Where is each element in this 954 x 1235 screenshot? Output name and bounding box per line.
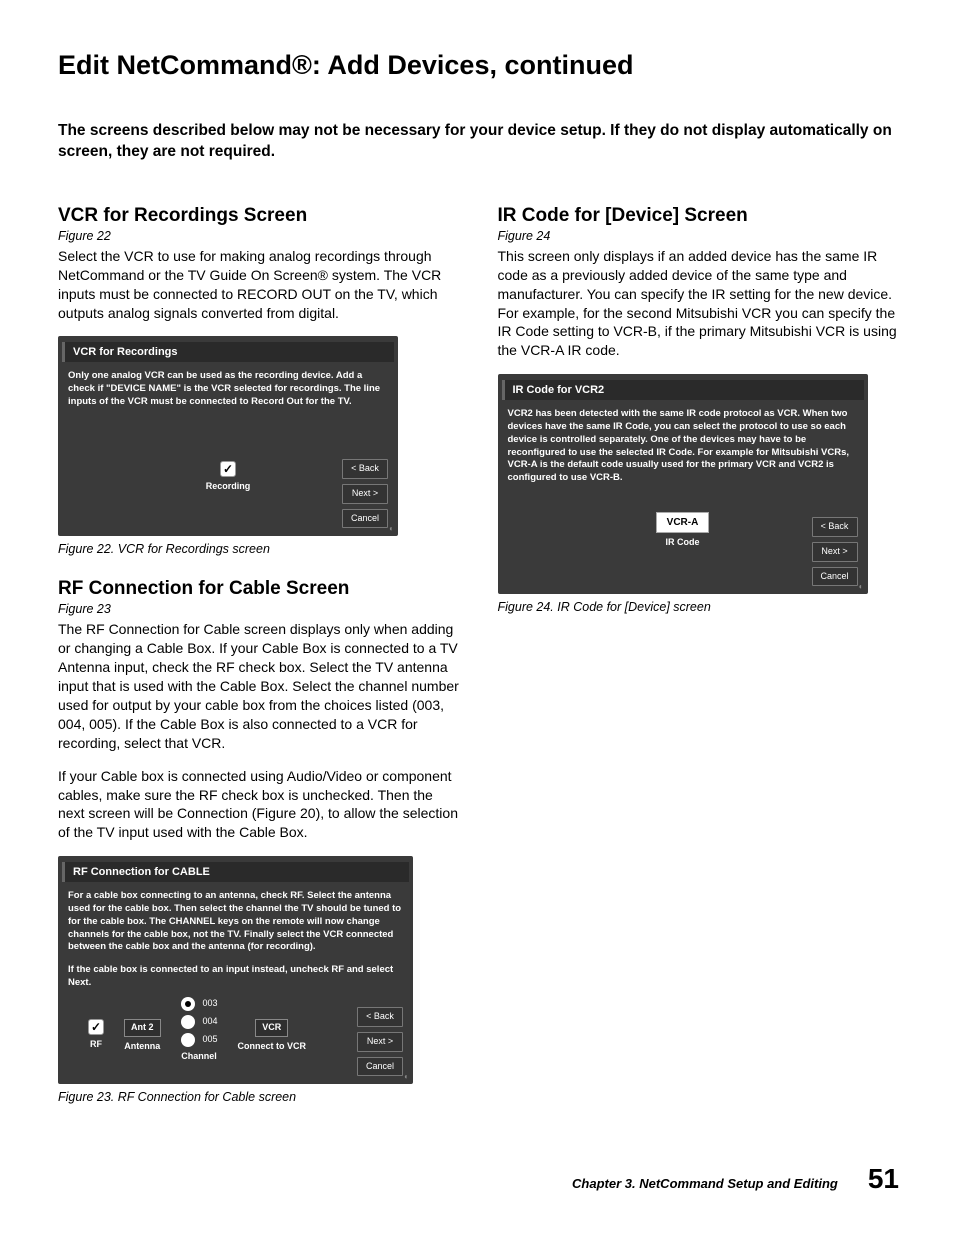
section-body-ircode: This screen only displays if an added de… [498, 247, 900, 360]
figure-ref-22: Figure 22 [58, 229, 460, 243]
page-footer: Chapter 3. NetCommand Setup and Editing … [58, 1163, 899, 1195]
figure-caption-23: Figure 23. RF Connection for Cable scree… [58, 1090, 460, 1104]
corner-icon: ◐ [859, 582, 864, 592]
shot-titlebar: RF Connection for CABLE [62, 862, 409, 882]
footer-chapter: Chapter 3. NetCommand Setup and Editing [572, 1176, 838, 1191]
channel-005: 005 [203, 1034, 218, 1046]
back-button[interactable]: < Back [812, 517, 858, 537]
figure-ref-23: Figure 23 [58, 602, 460, 616]
shot-description: VCR2 has been detected with the same IR … [508, 408, 858, 485]
section-heading-rf: RF Connection for Cable Screen [58, 578, 460, 600]
rf-label: RF [88, 1039, 104, 1051]
left-column: VCR for Recordings Screen Figure 22 Sele… [58, 205, 460, 1126]
corner-icon: ◐ [404, 1072, 409, 1082]
screenshot-rf-connection: RF Connection for CABLE For a cable box … [58, 856, 413, 1084]
channel-003: 003 [203, 998, 218, 1010]
shot-titlebar: IR Code for VCR2 [502, 380, 864, 400]
shot-titlebar: VCR for Recordings [62, 342, 394, 362]
channel-radio-003[interactable] [181, 997, 195, 1011]
channel-004: 004 [203, 1016, 218, 1028]
antenna-label: Antenna [124, 1041, 161, 1053]
corner-icon: ◐ [389, 524, 394, 534]
shot-description-extra: If the cable box is connected to an inpu… [68, 964, 403, 989]
channel-radio-004[interactable] [181, 1015, 195, 1029]
antenna-select[interactable]: Ant 2 [124, 1019, 161, 1037]
next-button[interactable]: Next > [342, 484, 388, 504]
rf-checkbox[interactable]: ✓ [88, 1019, 104, 1035]
next-button[interactable]: Next > [812, 542, 858, 562]
back-button[interactable]: < Back [357, 1007, 403, 1027]
section-heading-vcr: VCR for Recordings Screen [58, 205, 460, 227]
intro-text: The screens described below may not be n… [58, 121, 899, 163]
figure-caption-24: Figure 24. IR Code for [Device] screen [498, 600, 900, 614]
back-button[interactable]: < Back [342, 459, 388, 479]
ircode-select[interactable]: VCR-A [656, 512, 710, 533]
section-heading-ircode: IR Code for [Device] Screen [498, 205, 900, 227]
footer-page-number: 51 [868, 1163, 899, 1195]
section-body-vcr: Select the VCR to use for making analog … [58, 247, 460, 323]
screenshot-vcr-recordings: VCR for Recordings Only one analog VCR c… [58, 336, 398, 536]
content-columns: VCR for Recordings Screen Figure 22 Sele… [58, 205, 899, 1126]
figure-ref-24: Figure 24 [498, 229, 900, 243]
section-body-rf-1: The RF Connection for Cable screen displ… [58, 620, 460, 752]
channel-radio-005[interactable] [181, 1033, 195, 1047]
shot-description: Only one analog VCR can be used as the r… [68, 370, 388, 408]
connect-vcr-label: Connect to VCR [238, 1041, 307, 1053]
figure-caption-22: Figure 22. VCR for Recordings screen [58, 542, 460, 556]
shot-description: For a cable box connecting to an antenna… [68, 890, 403, 954]
cancel-button[interactable]: Cancel [342, 509, 388, 529]
section-body-rf-2: If your Cable box is connected using Aud… [58, 767, 460, 843]
cancel-button[interactable]: Cancel [357, 1057, 403, 1077]
channel-label: Channel [181, 1051, 218, 1063]
next-button[interactable]: Next > [357, 1032, 403, 1052]
right-column: IR Code for [Device] Screen Figure 24 Th… [498, 205, 900, 1126]
screenshot-ircode: IR Code for VCR2 VCR2 has been detected … [498, 374, 868, 594]
recording-checkbox[interactable]: ✓ [220, 461, 236, 477]
connect-vcr-select[interactable]: VCR [255, 1019, 288, 1037]
cancel-button[interactable]: Cancel [812, 567, 858, 587]
page-title: Edit NetCommand®: Add Devices, continued [58, 50, 899, 81]
